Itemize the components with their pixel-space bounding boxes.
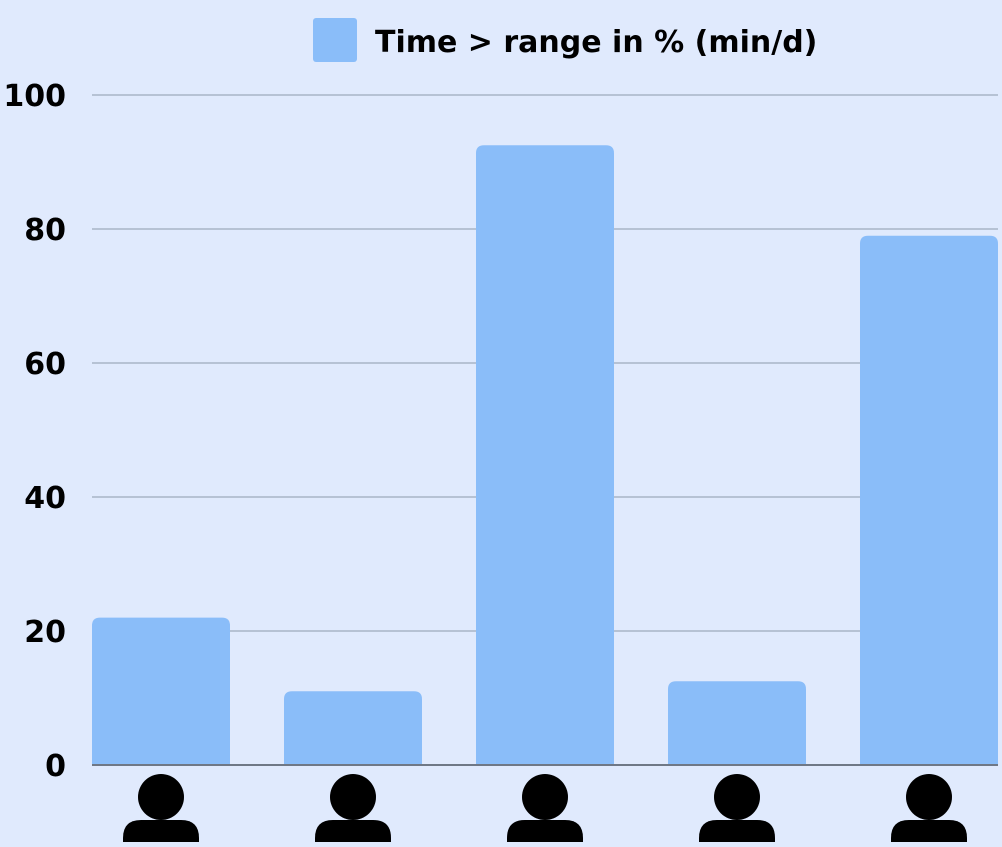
person-icon-body (891, 820, 967, 842)
person-icon-head (714, 774, 760, 820)
person-icon (891, 774, 967, 842)
person-icon-head (522, 774, 568, 820)
y-tick-label: 80 (24, 213, 66, 248)
person-icon (123, 774, 199, 842)
legend-swatch (313, 18, 357, 62)
category-icons (123, 774, 967, 842)
bar (476, 145, 614, 765)
bar (92, 617, 230, 765)
person-icon-body (507, 820, 583, 842)
person-icon-body (123, 820, 199, 842)
person-icon (315, 774, 391, 842)
person-icon-head (330, 774, 376, 820)
legend-label: Time > range in % (min/d) (375, 25, 817, 60)
y-tick-label: 40 (24, 481, 66, 516)
person-icon (507, 774, 583, 842)
legend: Time > range in % (min/d) (313, 18, 817, 62)
person-icon-body (699, 820, 775, 842)
person-icon-head (138, 774, 184, 820)
bar (860, 235, 998, 765)
bar (668, 681, 806, 765)
person-icon (699, 774, 775, 842)
bar (284, 691, 422, 765)
y-tick-label: 20 (24, 615, 66, 650)
bars (92, 145, 998, 765)
y-tick-labels: 0 20 40 60 80 100 (3, 79, 66, 784)
y-tick-label: 60 (24, 347, 66, 382)
y-tick-label: 100 (3, 79, 66, 114)
person-icon-body (315, 820, 391, 842)
person-icon-head (906, 774, 952, 820)
y-tick-label: 0 (45, 749, 66, 784)
